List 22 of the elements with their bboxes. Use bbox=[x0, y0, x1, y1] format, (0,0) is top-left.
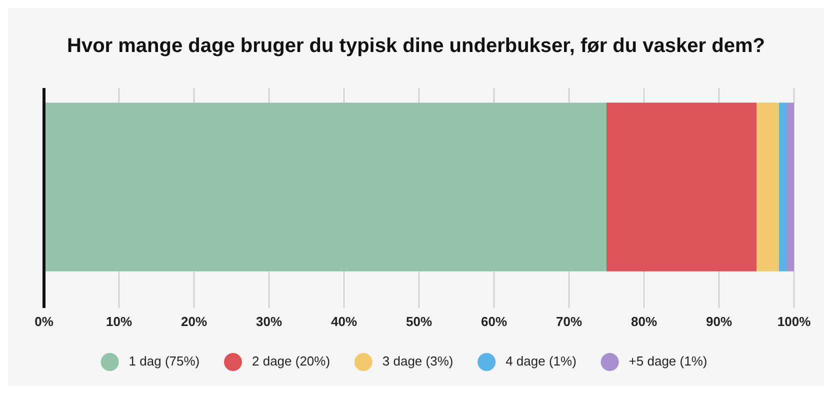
chart-title: Hvor mange dage bruger du typisk dine underbukser, før du vasker dem? bbox=[67, 35, 765, 57]
x-tick-label: 0% bbox=[34, 314, 54, 329]
x-tick-label: 50% bbox=[406, 314, 432, 329]
x-tick-label: 70% bbox=[556, 314, 582, 329]
x-tick-label: 80% bbox=[630, 314, 658, 329]
bar bbox=[779, 102, 786, 272]
legend-label: 2 dage (20%) bbox=[252, 353, 330, 368]
bar bbox=[786, 102, 794, 272]
bar bbox=[44, 102, 606, 272]
x-tick-label: 20% bbox=[180, 314, 208, 329]
bar bbox=[606, 102, 756, 272]
legend-label: 4 dage (1%) bbox=[506, 353, 576, 368]
x-tick-label: 10% bbox=[106, 314, 132, 329]
legend-label: 1 dag (75%) bbox=[128, 353, 200, 368]
legend-label: 3 dage (3%) bbox=[382, 353, 454, 368]
x-tick-label: 100% bbox=[777, 314, 812, 329]
x-tick-label: 60% bbox=[480, 314, 508, 329]
x-tick-label: 40% bbox=[330, 314, 358, 329]
x-tick-label: 90% bbox=[706, 314, 732, 329]
x-tick-label: 30% bbox=[256, 314, 282, 329]
bar bbox=[756, 102, 779, 272]
legend-label: +5 dage (1%) bbox=[628, 353, 708, 368]
